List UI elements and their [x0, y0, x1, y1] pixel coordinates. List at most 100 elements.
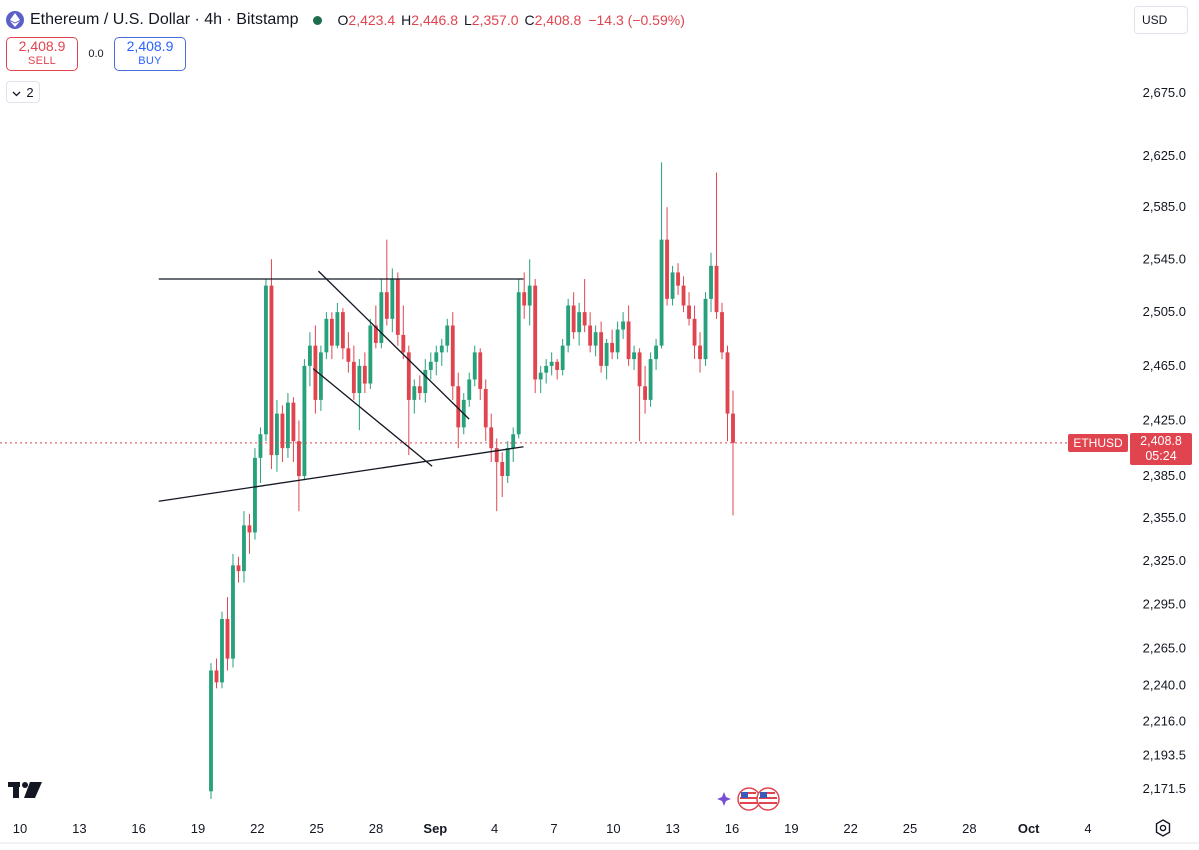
candle [434, 345, 439, 376]
candle [362, 352, 367, 394]
candle [538, 365, 543, 394]
candle-body [698, 345, 702, 360]
candle-body [362, 365, 367, 384]
trendline[interactable] [158, 446, 524, 502]
indicators-toggle-button[interactable]: 2 [6, 81, 40, 103]
price-tick-label: 2,193.5 [1143, 747, 1186, 762]
candle-body [527, 285, 532, 306]
time-tick-label: 4 [491, 821, 498, 836]
candle-body [577, 312, 582, 333]
price-tick-label: 2,240.0 [1143, 677, 1186, 692]
gear-icon[interactable] [1154, 819, 1172, 842]
trendline[interactable] [312, 368, 433, 467]
candle-body [242, 525, 246, 572]
candle [632, 345, 637, 370]
candle [544, 359, 549, 384]
candle-body [351, 361, 356, 394]
time-axis[interactable]: 10 13 16 19 22 25 28 Sep 4 7 10 13 16 19 22 25 28 Oct 4 [0, 821, 1199, 844]
candle-body [516, 292, 521, 435]
buy-price: 2,408.9 [126, 38, 174, 54]
time-tick-label: 19 [784, 821, 798, 836]
price-change: −14.3 (−0.59%) [588, 12, 685, 28]
candle-body [549, 361, 554, 366]
close-label: C [524, 12, 535, 28]
candle [401, 305, 406, 360]
candle-body [324, 318, 329, 353]
sell-price: 2,408.9 [18, 38, 66, 54]
market-status-dot[interactable] [312, 15, 322, 25]
candle-body [676, 272, 680, 286]
candle-body [615, 329, 620, 353]
candle [390, 268, 395, 333]
candle [351, 345, 356, 400]
candle-body [346, 348, 351, 362]
close-value: 2,408.8 [534, 12, 582, 28]
candle-body [725, 352, 730, 414]
candle-body [313, 345, 318, 400]
candle-body [340, 312, 345, 349]
candle-body [588, 325, 593, 346]
candle [423, 359, 428, 403]
candle [209, 663, 213, 800]
candle [253, 448, 257, 540]
candle-body [478, 352, 483, 389]
candle-body [654, 345, 658, 360]
candle [467, 372, 472, 407]
price-axis[interactable]: 2,675.0 2,625.0 2,585.0 2,545.0 2,505.0 2,465… [1143, 85, 1186, 796]
last-price-tag: 2,408.8 05:24 [1130, 433, 1192, 465]
tradingview-logo[interactable] [8, 781, 42, 804]
symbol-title[interactable]: Ethereum / U.S. Dollar · 4h · Bitstamp [30, 11, 299, 28]
candle [384, 239, 389, 326]
currency-selector[interactable]: USD [1134, 6, 1188, 34]
candle-body [472, 352, 477, 380]
candle [643, 365, 648, 414]
sell-button[interactable]: 2,408.9 SELL [6, 37, 78, 71]
candle [456, 372, 461, 449]
candle [269, 259, 274, 470]
candle-body [286, 402, 290, 449]
price-tick-label: 2,385.0 [1143, 468, 1186, 483]
candle [313, 325, 318, 414]
candle-body [720, 312, 724, 353]
candle-body [604, 342, 609, 366]
candle [604, 338, 609, 380]
candle [527, 259, 532, 326]
time-tick-label: 25 [903, 821, 917, 836]
time-tick-label: 25 [309, 821, 323, 836]
candle [731, 390, 735, 516]
trendline[interactable] [317, 270, 470, 420]
candle [571, 292, 576, 339]
candle-body [593, 332, 598, 346]
candle [406, 345, 411, 456]
time-tick-label: 28 [962, 821, 976, 836]
time-tick-label: 13 [665, 821, 679, 836]
chevron-down-icon [12, 85, 21, 100]
candle [676, 263, 680, 295]
candle-body [417, 386, 422, 394]
candle [505, 441, 510, 483]
candle [599, 321, 604, 373]
candle-body [522, 292, 527, 306]
candle-body [632, 352, 637, 360]
buy-button[interactable]: 2,408.9 BUY [114, 37, 186, 71]
candle [654, 338, 658, 370]
indicators-count: 2 [26, 84, 34, 100]
economic-events[interactable] [716, 786, 782, 817]
candle-body [236, 565, 241, 572]
candle [412, 379, 417, 414]
candle-body [368, 325, 373, 384]
candle-body [423, 369, 428, 394]
time-tick-label: 7 [550, 821, 557, 836]
candle-body [731, 413, 735, 443]
high-value: 2,446.8 [411, 12, 458, 28]
candle [220, 611, 224, 689]
candle-body [445, 325, 450, 346]
sell-label: SELL [27, 55, 57, 67]
candle-body [318, 352, 323, 400]
price-tick-label: 2,505.0 [1143, 304, 1186, 319]
candle [615, 321, 620, 360]
time-tick-label: 16 [725, 821, 739, 836]
time-tick-label: 28 [369, 821, 383, 836]
